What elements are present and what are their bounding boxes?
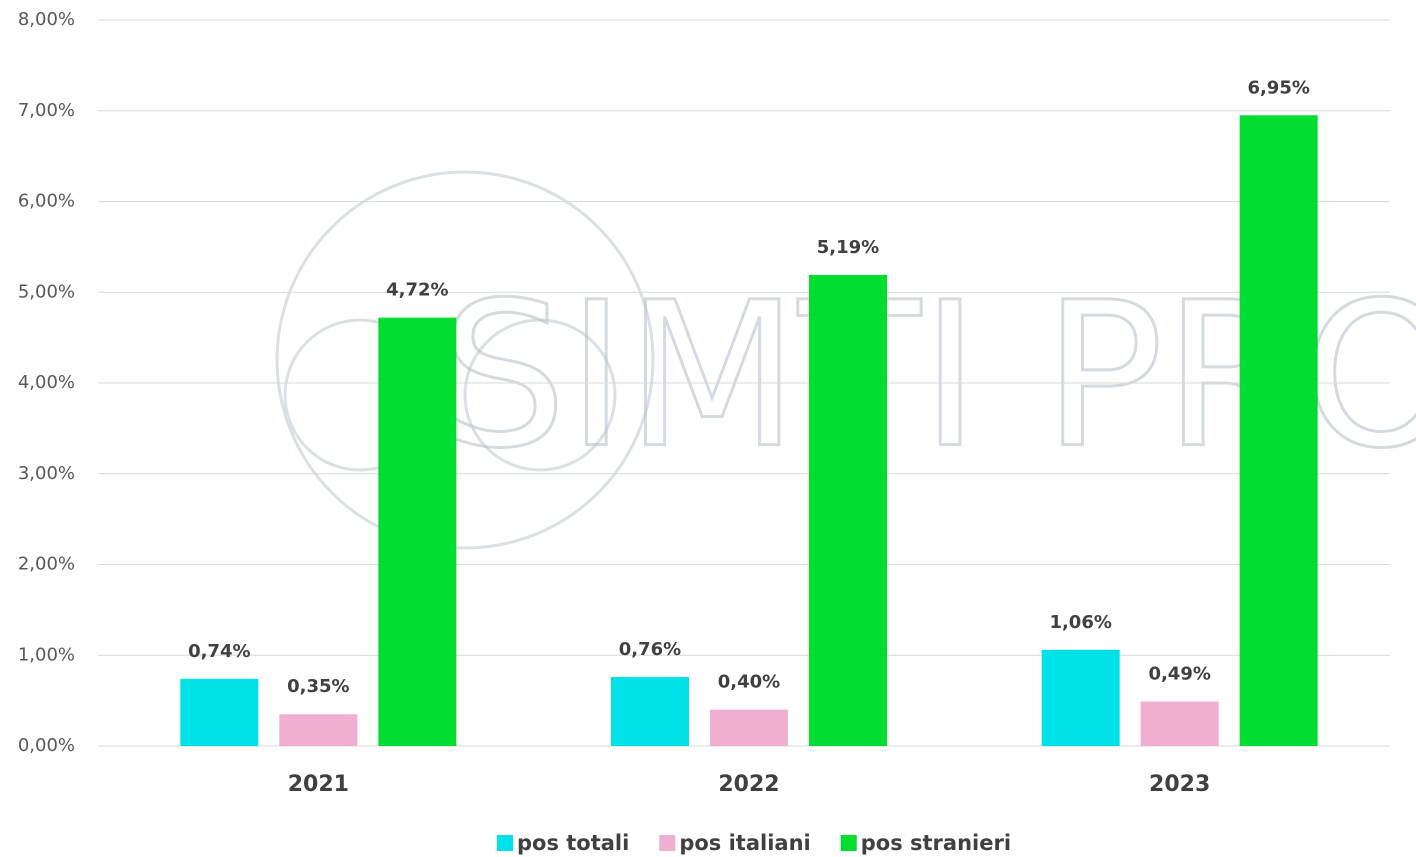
bar — [710, 709, 788, 746]
bar — [1140, 701, 1219, 746]
x-tick-label: 2021 — [288, 772, 349, 797]
x-tick-label: 2023 — [1149, 772, 1210, 797]
legend-swatch — [496, 835, 513, 851]
watermark-circle — [275, 170, 655, 550]
legend-swatch — [659, 835, 676, 851]
watermark-ring — [463, 318, 617, 472]
y-tick-label: 0,00% — [18, 735, 75, 756]
legend-swatch — [840, 835, 857, 851]
bar — [180, 678, 259, 746]
data-label: 0,40% — [718, 672, 780, 693]
legend-label: pos italiani — [679, 831, 810, 855]
data-label: 0,49% — [1148, 664, 1210, 685]
plot: 0,00% 1,00% 2,00% 3,00% 4,00% 5,00% 6,00% 7,00%… — [18, 9, 1390, 855]
data-label: 4,72% — [386, 280, 448, 301]
bar — [1041, 649, 1120, 746]
legend-label: pos stranieri — [861, 831, 1011, 855]
y-tick-label: 5,00% — [18, 281, 75, 302]
x-tick-label: 2022 — [718, 772, 779, 797]
bar — [809, 275, 887, 746]
y-tick-label: 3,00% — [18, 463, 75, 484]
data-label: 0,35% — [287, 676, 349, 697]
data-label: 6,95% — [1247, 77, 1309, 98]
legend-item: pos totali — [496, 831, 629, 855]
bar — [1239, 115, 1318, 747]
legend-item: pos stranieri — [840, 831, 1011, 855]
bar — [279, 714, 358, 746]
legend-label: pos totali — [517, 831, 629, 855]
data-label: 0,76% — [619, 639, 681, 660]
y-tick-label: 7,00% — [18, 100, 75, 121]
data-label: 5,19% — [817, 237, 879, 258]
y-tick-label: 2,00% — [18, 554, 75, 575]
data-label: 0,74% — [188, 641, 250, 662]
y-tick-label: 6,00% — [18, 191, 75, 212]
y-tick-label: 1,00% — [18, 644, 75, 665]
data-label: 1,06% — [1049, 612, 1111, 633]
y-tick-label: 4,00% — [18, 372, 75, 393]
bar — [611, 677, 689, 746]
bar — [378, 317, 457, 746]
y-tick-label: 8,00% — [18, 9, 75, 30]
legend-item: pos italiani — [659, 831, 811, 855]
